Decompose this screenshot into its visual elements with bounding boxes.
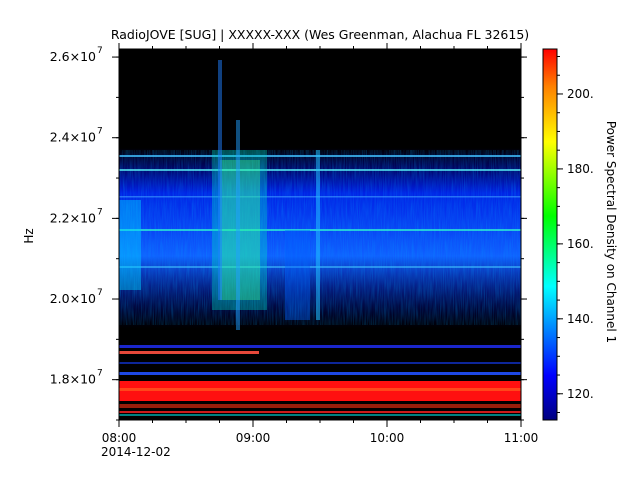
colorbar-ticks: 120. 140. 160. 180. 200.: [557, 55, 594, 414]
x-tick-label: 09:00: [236, 431, 271, 445]
y-tick-label: 2.6×10: [50, 49, 96, 64]
y-axis-label: Hz: [22, 228, 36, 243]
y-tick-exponent: 7: [97, 288, 103, 298]
y-axis: 1.8×10 72.0×10 72.2×10 72.4×10 72.6×10 7: [50, 46, 527, 421]
colorbar-frame: [542, 48, 558, 421]
y-tick-exponent: 7: [97, 127, 103, 137]
y-tick-label: 2.2×10: [50, 210, 96, 225]
colorbar-label: Power Spectral Density on Channel 1: [604, 121, 618, 343]
colorbar-tick-label: 180.: [567, 162, 594, 176]
x-tick-label: 11:00: [504, 431, 539, 445]
y-tick-label: 2.0×10: [50, 291, 96, 306]
y-tick-label: 1.8×10: [50, 372, 96, 387]
colorbar-gradient: [543, 49, 557, 420]
x-date-label: 2014-12-02: [101, 445, 171, 459]
plot-area: [118, 48, 522, 421]
colorbar-tick-label: 120.: [567, 387, 594, 401]
y-tick-exponent: 7: [97, 369, 103, 379]
x-axis: 08:00 09:00 10:00 11:00: [102, 43, 539, 445]
chart-title: RadioJOVE [SUG] | XXXXX-XXX (Wes Greenma…: [111, 27, 529, 42]
colorbar: 120. 140. 160. 180. 200. Power Spectral Dens…: [542, 48, 618, 421]
x-tick-label: 08:00: [102, 431, 137, 445]
y-tick-label: 2.4×10: [50, 130, 96, 145]
y-tick-exponent: 7: [97, 46, 103, 56]
colorbar-tick-label: 160.: [567, 237, 594, 251]
colorbar-tick-label: 140.: [567, 312, 594, 326]
spectrogram-image: [119, 60, 521, 416]
x-tick-label: 10:00: [370, 431, 405, 445]
colorbar-tick-label: 200.: [567, 87, 594, 101]
y-tick-exponent: 7: [97, 207, 103, 217]
